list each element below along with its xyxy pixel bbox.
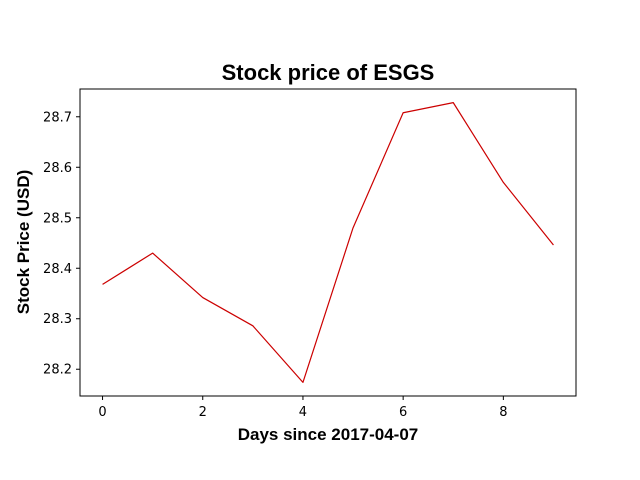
data-point (301, 380, 305, 384)
data-point (101, 282, 105, 286)
y-axis: 28.2 28.3 28.4 28.5 28.6 28.7 (43, 110, 80, 378)
y-tick-label: 28.7 (43, 110, 72, 125)
series-layer (101, 101, 555, 384)
data-point (251, 324, 255, 328)
y-tick-label: 28.6 (43, 161, 72, 176)
y-tick-label: 28.2 (43, 363, 72, 378)
data-point (151, 251, 155, 255)
y-tick-label: 28.4 (43, 262, 72, 277)
data-point (451, 101, 455, 105)
data-point (401, 111, 405, 115)
x-tick-label: 8 (499, 405, 507, 420)
y-tick-label: 28.5 (43, 211, 72, 226)
data-point (351, 226, 355, 230)
y-axis-label: Stock Price (USD) (14, 170, 33, 315)
x-axis-label: Days since 2017-04-07 (238, 425, 419, 444)
data-point (201, 296, 205, 300)
x-tick-label: 6 (399, 405, 407, 420)
x-tick-label: 4 (299, 405, 307, 420)
data-point (501, 180, 505, 184)
x-axis: 0 2 4 6 8 (98, 396, 507, 420)
x-tick-label: 2 (199, 405, 207, 420)
data-point (551, 243, 555, 247)
series-line-0 (102, 102, 554, 383)
chart-title: Stock price of ESGS (222, 60, 435, 85)
plot-area-frame (79, 88, 577, 397)
x-tick-label: 0 (98, 405, 106, 420)
y-tick-label: 28.3 (43, 312, 72, 327)
